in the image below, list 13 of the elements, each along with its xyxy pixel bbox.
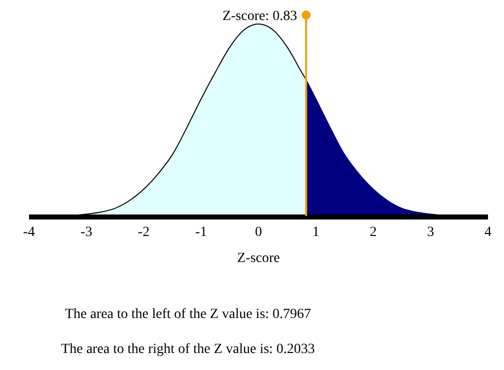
- text: The area to the right of the Z value is: 0.2033: [61, 342, 315, 357]
- x-axis-title: Z-score: [237, 251, 280, 266]
- x-tick-label: 2: [370, 225, 377, 240]
- x-tick-label: 3: [427, 225, 434, 240]
- ref-line-label: Z-score: 0.83: [222, 9, 298, 24]
- x-tick-label: 0: [255, 225, 262, 240]
- x-tick-label: 1: [312, 225, 320, 240]
- x-tick-label: -1: [195, 225, 207, 240]
- text: The area to the left of the Z value is: 0.7967: [64, 307, 312, 322]
- x-tick-label: 4: [484, 225, 492, 240]
- x-tick-label: -2: [138, 225, 150, 240]
- x-tick-label: -3: [80, 225, 92, 240]
- x-tick-label: -4: [23, 225, 35, 240]
